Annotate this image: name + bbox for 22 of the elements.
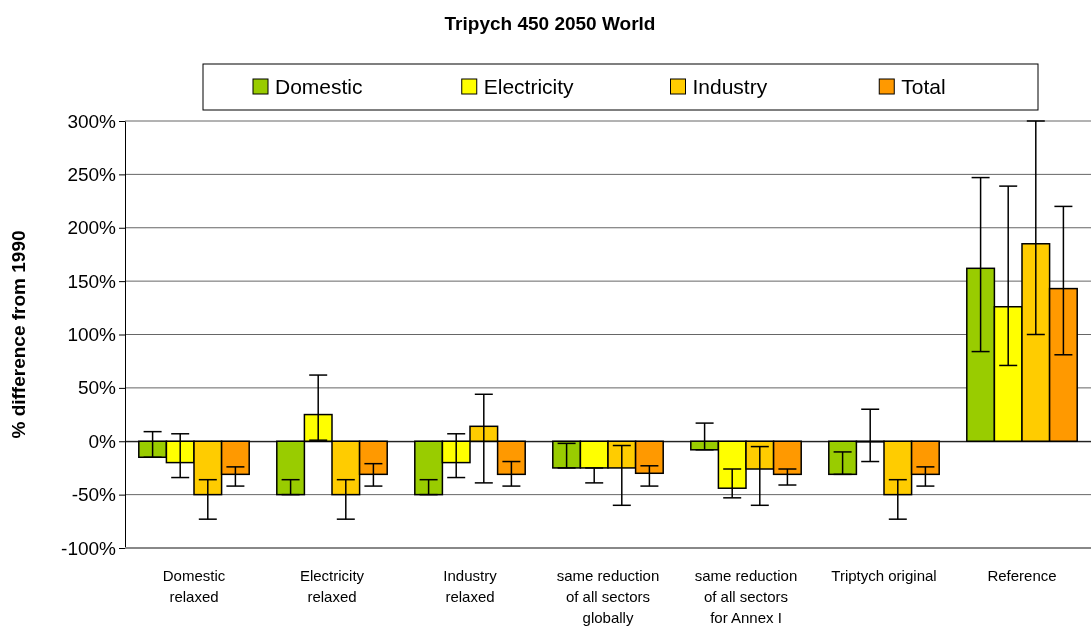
y-tick-label: 150% xyxy=(67,270,117,292)
legend-label: Industry xyxy=(692,75,768,98)
y-tick-label: -100% xyxy=(61,537,117,559)
y-tick-label: 100% xyxy=(67,324,117,346)
legend-label: Electricity xyxy=(483,75,575,98)
chart-title: Tripych 450 2050 World xyxy=(444,13,656,34)
x-tick-label: Industry relaxed xyxy=(443,567,498,605)
y-tick-label: 50% xyxy=(77,377,117,399)
x-tick-label: same reduction of all sectors globally xyxy=(556,567,660,626)
y-tick-label: 200% xyxy=(67,217,117,239)
legend-label: Domestic xyxy=(275,75,363,98)
y-tick-label: -50% xyxy=(71,484,117,506)
x-tick-label: same reduction of all sectors for Annex I xyxy=(694,567,798,626)
y-axis-title: % difference from 1990 xyxy=(8,230,29,439)
y-tick-label: 250% xyxy=(67,163,117,185)
x-tick-label: Electricity relaxed xyxy=(299,567,365,605)
x-tick-label: Domestic relaxed xyxy=(162,567,226,605)
x-tick-label: Triptych original xyxy=(831,567,937,584)
y-tick-label: 300% xyxy=(67,110,117,132)
y-tick-label: 0% xyxy=(88,430,117,452)
x-tick-label: Reference xyxy=(987,567,1057,584)
legend-label: Total xyxy=(901,75,946,98)
